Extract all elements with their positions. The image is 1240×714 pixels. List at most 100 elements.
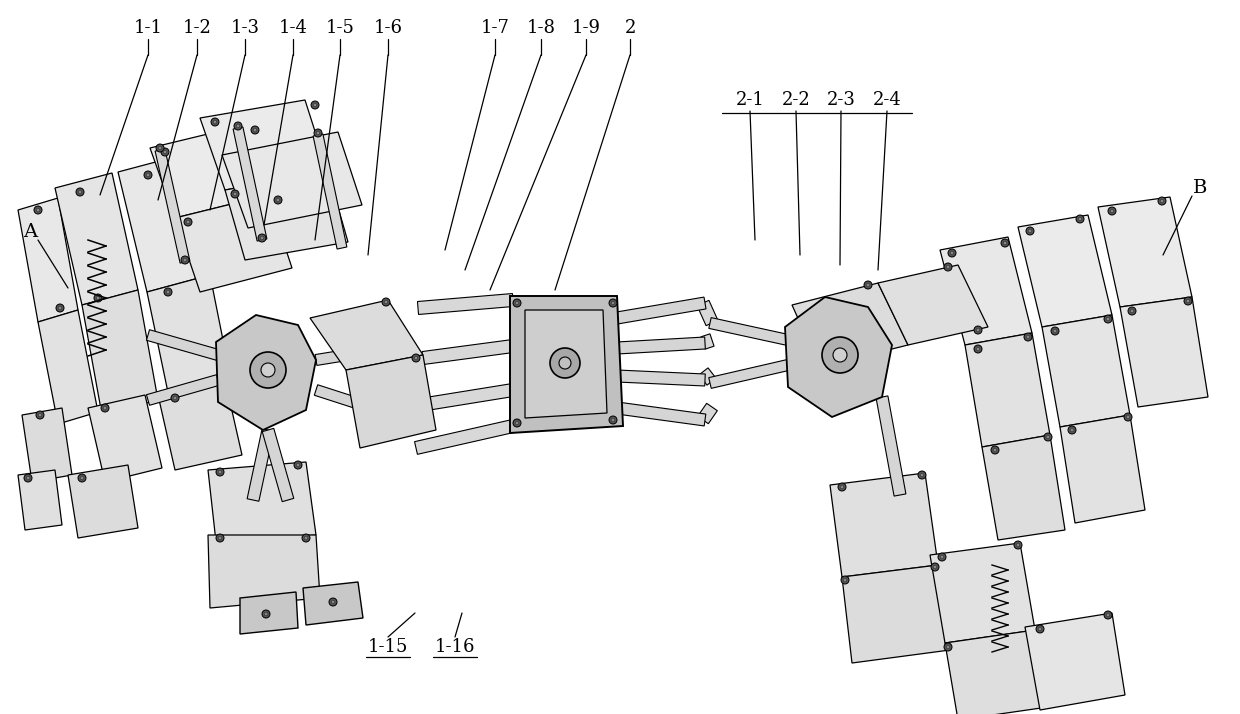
Circle shape: [164, 288, 172, 296]
Circle shape: [937, 553, 946, 561]
Polygon shape: [262, 428, 294, 502]
Polygon shape: [965, 333, 1050, 447]
Polygon shape: [697, 301, 718, 326]
Polygon shape: [414, 420, 515, 454]
Polygon shape: [830, 473, 937, 577]
Polygon shape: [208, 535, 320, 608]
Circle shape: [181, 256, 188, 264]
Circle shape: [174, 396, 177, 400]
Text: A: A: [22, 223, 37, 241]
Polygon shape: [418, 293, 513, 314]
Circle shape: [1158, 197, 1166, 205]
Circle shape: [1025, 227, 1034, 235]
Polygon shape: [148, 275, 232, 402]
Polygon shape: [616, 337, 706, 354]
Polygon shape: [224, 172, 348, 260]
Circle shape: [1035, 625, 1044, 633]
Text: 2-3: 2-3: [827, 91, 856, 109]
Circle shape: [609, 416, 618, 424]
Circle shape: [277, 198, 280, 202]
Text: 1-3: 1-3: [231, 19, 259, 37]
Circle shape: [1028, 229, 1032, 233]
Polygon shape: [1120, 297, 1208, 407]
Polygon shape: [315, 345, 379, 366]
Circle shape: [1053, 329, 1056, 333]
Circle shape: [1123, 413, 1132, 421]
Circle shape: [1130, 309, 1133, 313]
Polygon shape: [82, 290, 157, 415]
Text: 1-1: 1-1: [134, 19, 162, 37]
Circle shape: [218, 471, 222, 474]
Circle shape: [515, 421, 518, 425]
Polygon shape: [146, 375, 219, 406]
Polygon shape: [709, 360, 789, 388]
Polygon shape: [222, 132, 362, 228]
Circle shape: [294, 461, 303, 469]
Circle shape: [931, 563, 939, 571]
Circle shape: [946, 265, 950, 268]
Polygon shape: [785, 297, 892, 417]
Polygon shape: [200, 100, 329, 190]
Circle shape: [833, 348, 847, 362]
Circle shape: [993, 448, 997, 452]
Circle shape: [949, 249, 956, 257]
Circle shape: [551, 348, 580, 378]
Polygon shape: [616, 297, 706, 324]
Polygon shape: [1060, 415, 1145, 523]
Circle shape: [946, 645, 950, 649]
Circle shape: [159, 146, 161, 150]
Circle shape: [513, 419, 521, 427]
Circle shape: [1027, 335, 1029, 339]
Circle shape: [841, 486, 843, 489]
Circle shape: [1052, 327, 1059, 335]
Polygon shape: [346, 355, 436, 448]
Polygon shape: [150, 125, 268, 218]
Circle shape: [234, 122, 242, 130]
Polygon shape: [982, 435, 1065, 540]
Circle shape: [1014, 541, 1022, 549]
Circle shape: [864, 281, 872, 289]
Circle shape: [264, 612, 268, 615]
Polygon shape: [699, 368, 715, 385]
Circle shape: [412, 354, 420, 362]
Circle shape: [513, 299, 521, 307]
Text: 1-6: 1-6: [373, 19, 403, 37]
Polygon shape: [216, 315, 316, 430]
Circle shape: [1128, 307, 1136, 315]
Polygon shape: [314, 134, 347, 249]
Circle shape: [1110, 209, 1114, 213]
Circle shape: [260, 363, 275, 377]
Polygon shape: [525, 310, 608, 418]
Circle shape: [231, 190, 239, 198]
Circle shape: [211, 118, 219, 126]
Text: 1-7: 1-7: [481, 19, 510, 37]
Circle shape: [1104, 611, 1112, 619]
Polygon shape: [842, 565, 950, 663]
Polygon shape: [208, 462, 316, 542]
Polygon shape: [118, 155, 210, 292]
Circle shape: [1079, 217, 1081, 221]
Circle shape: [944, 643, 952, 651]
Circle shape: [58, 306, 62, 310]
Circle shape: [316, 131, 320, 135]
Polygon shape: [930, 543, 1035, 643]
Circle shape: [838, 483, 846, 491]
Text: B: B: [1193, 179, 1208, 197]
Text: 1-2: 1-2: [182, 19, 212, 37]
Circle shape: [81, 476, 84, 480]
Circle shape: [611, 301, 615, 305]
Text: 1-5: 1-5: [326, 19, 355, 37]
Text: 1-4: 1-4: [279, 19, 308, 37]
Text: 2: 2: [624, 19, 636, 37]
Polygon shape: [1018, 215, 1112, 327]
Polygon shape: [38, 310, 98, 424]
Circle shape: [559, 357, 570, 369]
Circle shape: [76, 188, 84, 196]
Circle shape: [1038, 627, 1042, 630]
Circle shape: [236, 124, 239, 128]
Polygon shape: [175, 195, 291, 292]
Polygon shape: [877, 396, 906, 496]
Polygon shape: [241, 592, 298, 634]
Circle shape: [918, 471, 926, 479]
Circle shape: [920, 473, 924, 477]
